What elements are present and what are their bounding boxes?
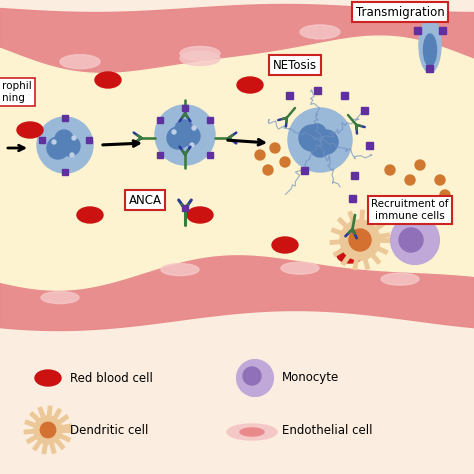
Circle shape xyxy=(415,160,425,170)
FancyBboxPatch shape xyxy=(414,27,421,34)
Circle shape xyxy=(391,216,439,264)
Circle shape xyxy=(55,130,73,148)
FancyBboxPatch shape xyxy=(207,152,213,158)
Circle shape xyxy=(270,143,280,153)
Text: Recruitment of
immune cells: Recruitment of immune cells xyxy=(371,199,449,221)
Ellipse shape xyxy=(77,207,103,223)
Circle shape xyxy=(299,125,325,151)
Circle shape xyxy=(60,136,80,156)
Ellipse shape xyxy=(237,77,263,93)
Circle shape xyxy=(172,130,176,134)
Ellipse shape xyxy=(60,55,100,69)
Circle shape xyxy=(263,165,273,175)
Circle shape xyxy=(180,126,200,146)
Circle shape xyxy=(385,165,395,175)
Text: rophil
ning: rophil ning xyxy=(2,81,32,103)
Circle shape xyxy=(237,360,273,396)
Circle shape xyxy=(308,124,326,142)
FancyBboxPatch shape xyxy=(349,194,356,201)
Circle shape xyxy=(314,130,338,154)
Ellipse shape xyxy=(423,34,437,66)
FancyBboxPatch shape xyxy=(157,152,163,158)
Ellipse shape xyxy=(402,202,428,218)
Circle shape xyxy=(399,228,423,252)
FancyBboxPatch shape xyxy=(352,172,358,179)
Circle shape xyxy=(288,108,352,172)
Text: Endothelial cell: Endothelial cell xyxy=(282,423,373,437)
FancyBboxPatch shape xyxy=(427,64,434,72)
Circle shape xyxy=(70,153,74,157)
Circle shape xyxy=(190,143,194,147)
Ellipse shape xyxy=(17,122,43,138)
Circle shape xyxy=(340,220,380,260)
FancyBboxPatch shape xyxy=(315,86,321,93)
Ellipse shape xyxy=(41,292,79,303)
Ellipse shape xyxy=(35,370,61,386)
Ellipse shape xyxy=(187,207,213,223)
Text: NETosis: NETosis xyxy=(273,58,317,72)
Text: Monocyte: Monocyte xyxy=(282,372,339,384)
Ellipse shape xyxy=(300,25,340,39)
FancyBboxPatch shape xyxy=(182,205,188,211)
Circle shape xyxy=(72,136,76,140)
Ellipse shape xyxy=(180,52,220,65)
Circle shape xyxy=(435,175,445,185)
Ellipse shape xyxy=(281,262,319,274)
Text: Red blood cell: Red blood cell xyxy=(70,372,153,384)
FancyBboxPatch shape xyxy=(341,91,348,99)
Text: ANCA: ANCA xyxy=(128,193,162,207)
Ellipse shape xyxy=(227,424,277,440)
FancyBboxPatch shape xyxy=(62,169,68,175)
Circle shape xyxy=(405,175,415,185)
Ellipse shape xyxy=(272,237,298,253)
Circle shape xyxy=(255,150,265,160)
FancyBboxPatch shape xyxy=(207,117,213,123)
Circle shape xyxy=(40,422,56,438)
Text: Transmigration: Transmigration xyxy=(356,6,444,18)
Circle shape xyxy=(167,127,189,149)
FancyBboxPatch shape xyxy=(286,91,293,99)
Ellipse shape xyxy=(337,247,363,263)
FancyBboxPatch shape xyxy=(301,166,309,173)
Ellipse shape xyxy=(180,46,220,61)
Circle shape xyxy=(440,190,450,200)
FancyBboxPatch shape xyxy=(62,115,68,121)
FancyBboxPatch shape xyxy=(362,107,368,113)
FancyBboxPatch shape xyxy=(39,137,45,143)
Ellipse shape xyxy=(381,273,419,285)
Circle shape xyxy=(47,137,69,159)
Circle shape xyxy=(280,157,290,167)
Circle shape xyxy=(243,367,261,385)
Ellipse shape xyxy=(161,264,199,275)
FancyBboxPatch shape xyxy=(0,330,474,474)
Ellipse shape xyxy=(419,18,441,73)
Circle shape xyxy=(37,117,93,173)
Ellipse shape xyxy=(95,72,121,88)
Circle shape xyxy=(192,126,196,130)
Circle shape xyxy=(310,137,330,157)
Ellipse shape xyxy=(240,428,264,436)
Circle shape xyxy=(155,105,215,165)
FancyBboxPatch shape xyxy=(86,137,92,143)
FancyBboxPatch shape xyxy=(439,27,447,34)
FancyBboxPatch shape xyxy=(157,117,163,123)
FancyBboxPatch shape xyxy=(182,105,188,111)
Circle shape xyxy=(34,416,62,444)
FancyBboxPatch shape xyxy=(366,142,374,148)
Circle shape xyxy=(175,120,193,138)
Circle shape xyxy=(349,229,371,251)
Text: Dendritic cell: Dendritic cell xyxy=(70,423,148,437)
Circle shape xyxy=(52,140,56,144)
